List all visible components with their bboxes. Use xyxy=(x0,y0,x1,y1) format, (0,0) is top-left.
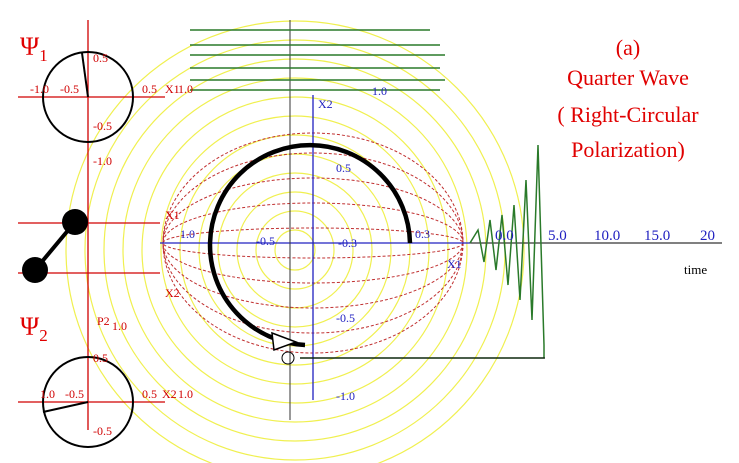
label: ( Right-Circular xyxy=(557,102,699,127)
ring xyxy=(274,229,316,271)
label: -1.0 xyxy=(336,389,355,403)
label: -0.5 xyxy=(60,82,79,96)
label: 0.5 xyxy=(93,51,108,65)
label: X1 xyxy=(165,208,180,222)
label: 1.0 xyxy=(372,84,387,98)
ring xyxy=(198,153,392,347)
trajectory xyxy=(207,142,413,348)
label: (a) xyxy=(616,35,640,60)
time-axis-labels: 0.0 5.0 10.0 15.0 20 time xyxy=(495,228,715,277)
signal xyxy=(190,29,545,359)
label: X2 xyxy=(318,97,333,111)
label: -1.0 xyxy=(30,82,49,96)
caption: (a) Quarter Wave ( Right-Circular Polari… xyxy=(557,35,699,162)
label: 5.0 xyxy=(548,228,567,244)
side-labels: X1 X2 xyxy=(165,208,180,300)
label: -0.3 xyxy=(338,236,357,250)
ring xyxy=(122,77,468,423)
ring xyxy=(255,210,335,290)
ring xyxy=(217,172,373,328)
arrow-head xyxy=(271,331,299,352)
phasor-circles xyxy=(42,51,134,448)
label: 1.0 xyxy=(178,82,193,96)
label: -1.0 xyxy=(93,154,112,168)
ring xyxy=(141,96,449,404)
label: 1.0 xyxy=(40,387,55,401)
label: -0.5 xyxy=(256,234,275,248)
psi2-label: Ψ2 xyxy=(20,312,48,345)
start-point xyxy=(281,351,295,365)
label: 1.0 xyxy=(112,319,127,333)
label: X1 xyxy=(165,82,180,96)
red-axes xyxy=(18,20,165,430)
psi1-label: Ψ1 xyxy=(20,32,48,65)
center-axis-labels: X2 1.0 0.5 1.0 -0.5 -0.3 0.3 X1 -0.5 -1.… xyxy=(180,84,462,403)
label: 1 xyxy=(39,46,48,65)
label: 1.0 xyxy=(180,227,195,241)
label: -0.5 xyxy=(65,387,84,401)
label: Quarter Wave xyxy=(567,65,689,90)
ring xyxy=(65,20,525,463)
label: Ψ xyxy=(20,312,40,341)
label: X1 xyxy=(447,257,462,271)
label: Polarization) xyxy=(571,137,685,162)
psi1-ticks: 0.5 -1.0 -0.5 0.5 X1 1.0 -0.5 -1.0 xyxy=(30,51,193,168)
label: 0.3 xyxy=(415,227,430,241)
label: -0.5 xyxy=(93,424,112,438)
label: 20 xyxy=(700,228,715,244)
ring xyxy=(160,115,430,385)
label: P2 xyxy=(97,314,110,328)
psi2-ticks: P2 1.0 0.5 1.0 -0.5 0.5 X2 1.0 -0.5 xyxy=(40,314,193,438)
label: -0.5 xyxy=(336,311,355,325)
label: 0.0 xyxy=(495,228,514,244)
label: X2 xyxy=(162,387,177,401)
label: Ψ xyxy=(20,32,40,61)
label: time xyxy=(684,262,707,277)
ring xyxy=(236,191,354,309)
label: 15.0 xyxy=(644,228,670,244)
label: 2 xyxy=(39,326,48,345)
dumbbell xyxy=(22,209,88,283)
label: -0.5 xyxy=(93,119,112,133)
label: 0.5 xyxy=(336,161,351,175)
label: 0.5 xyxy=(93,351,108,365)
label: X2 xyxy=(165,286,180,300)
yellow-rings xyxy=(65,20,525,463)
label: 1.0 xyxy=(178,387,193,401)
label: 0.5 xyxy=(142,82,157,96)
label: 10.0 xyxy=(594,228,620,244)
label: 0.5 xyxy=(142,387,157,401)
